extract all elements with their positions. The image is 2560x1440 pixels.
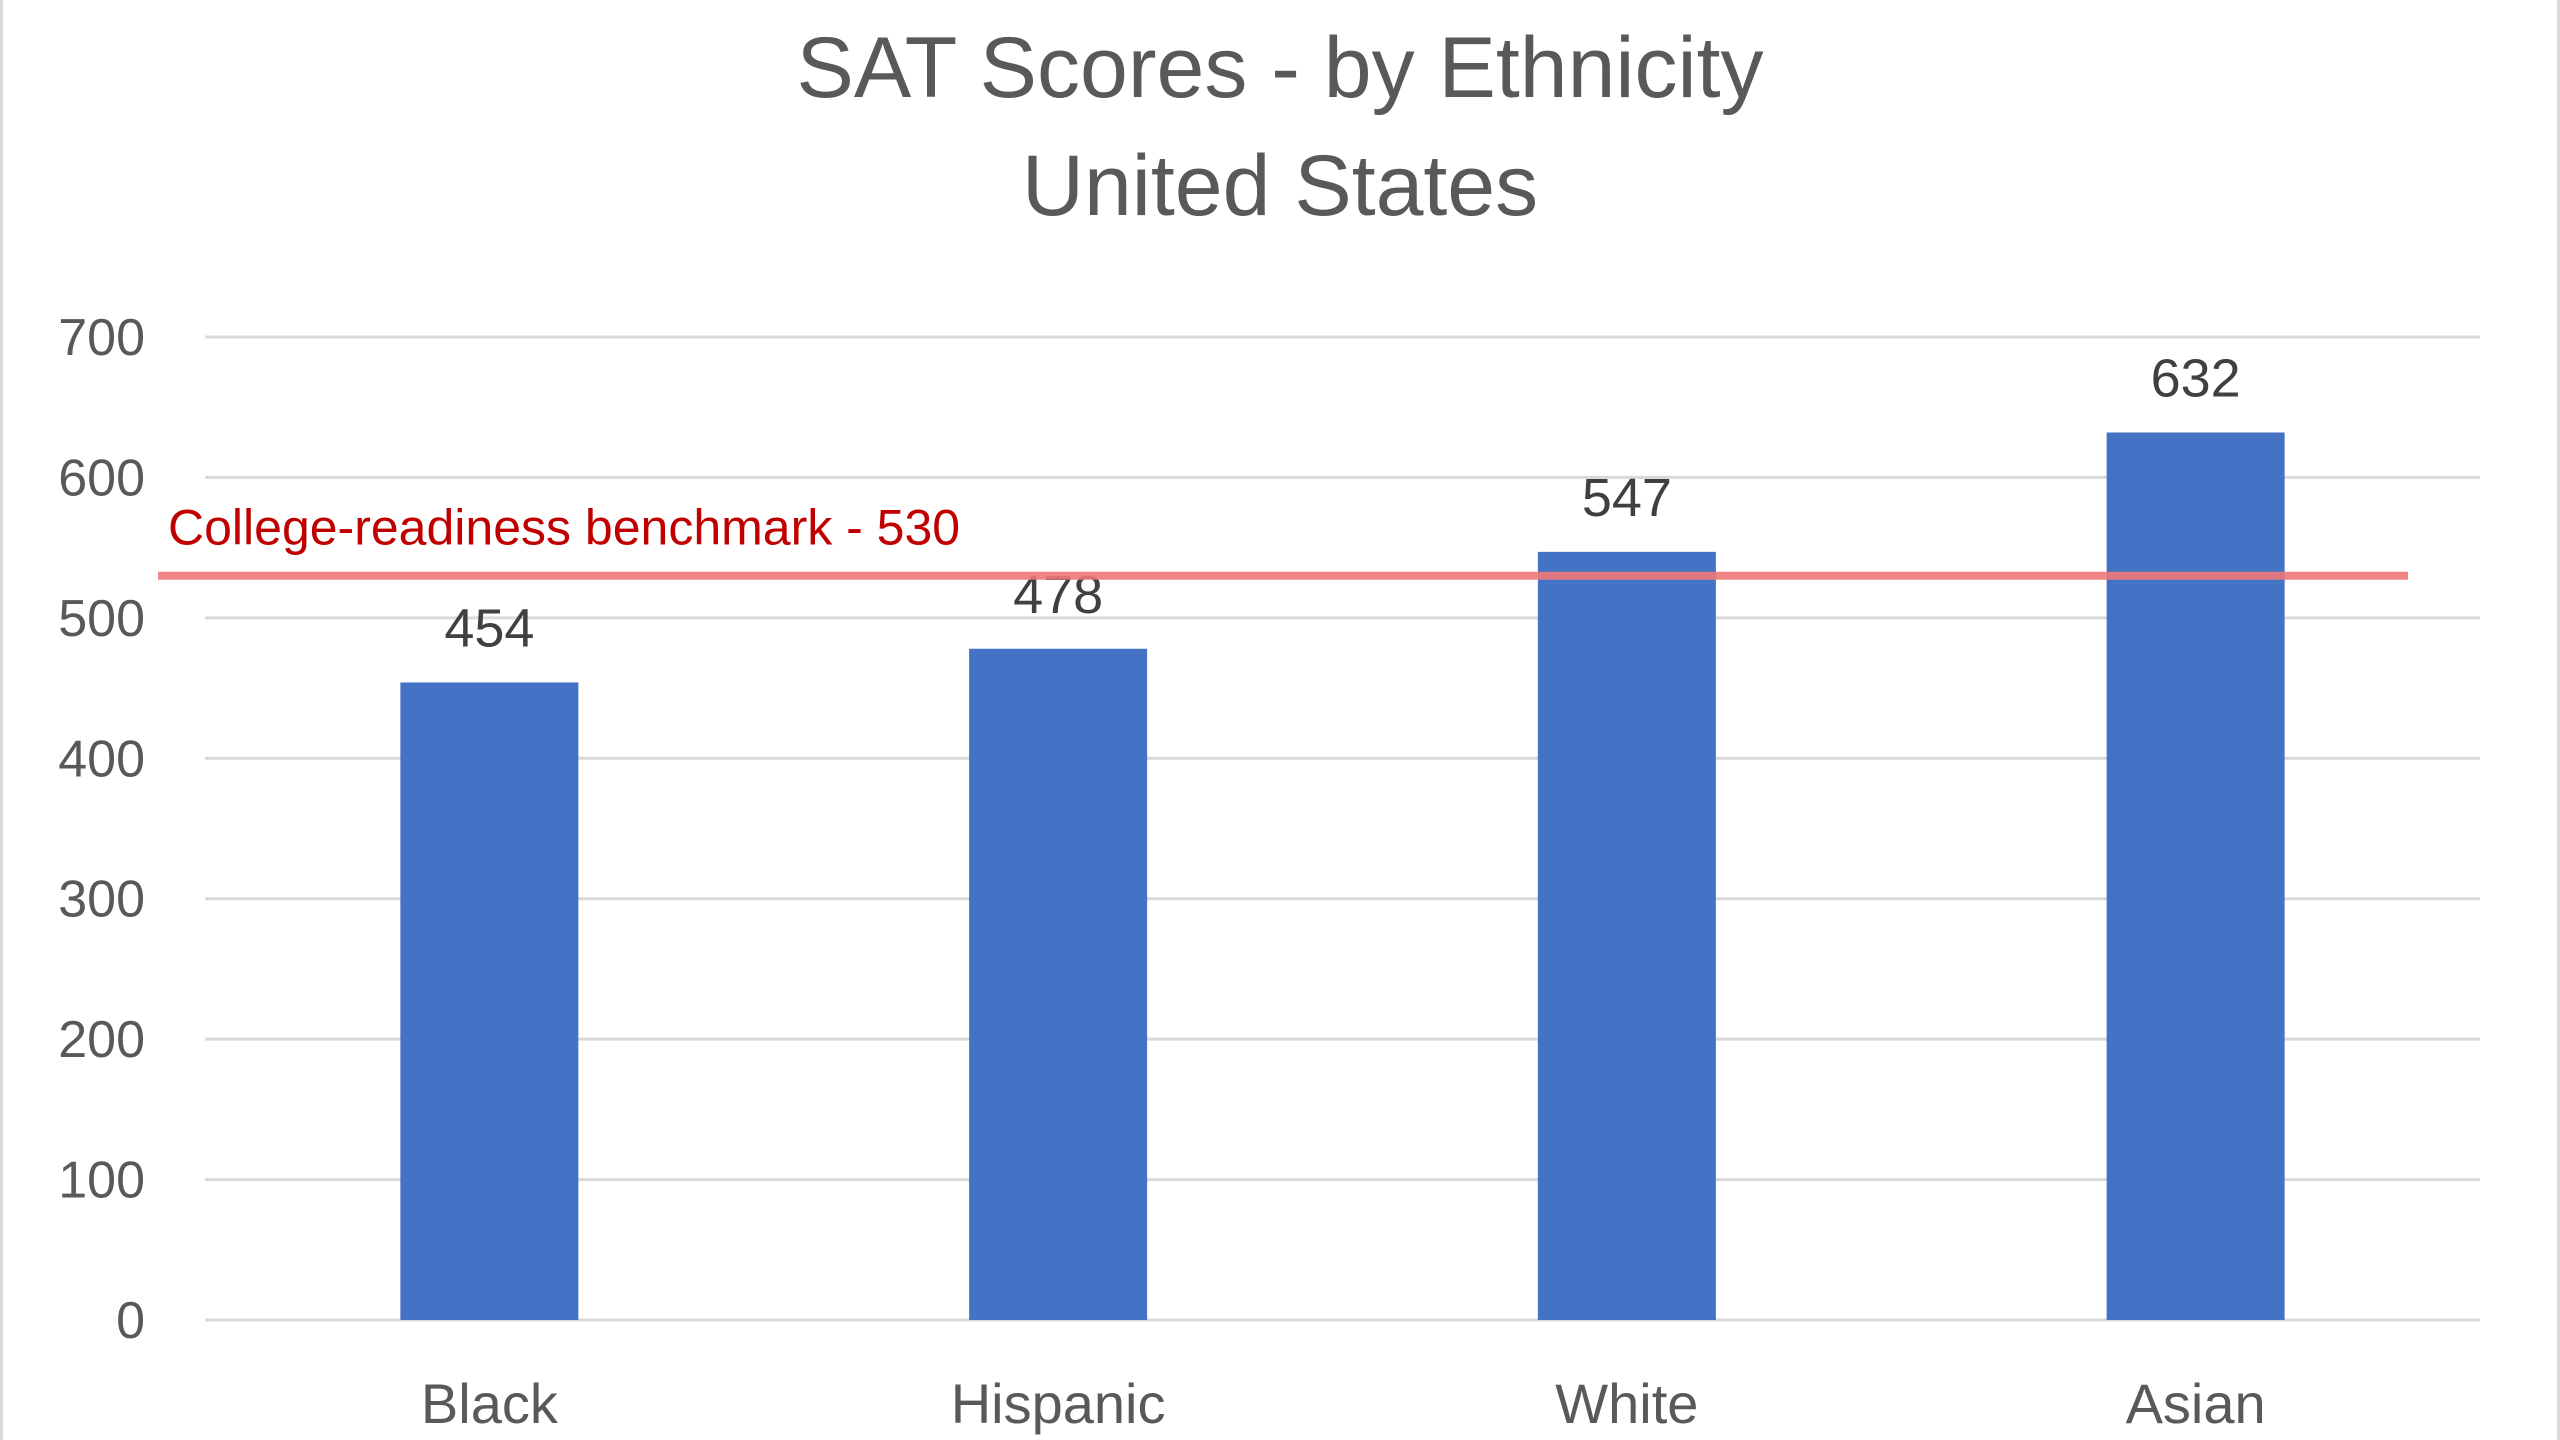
bar-asian: [2106, 432, 2285, 1320]
y-tick-label: 300: [58, 871, 145, 929]
x-tick-label: White: [1555, 1372, 1698, 1435]
bar-black: [400, 682, 579, 1320]
data-label: 547: [1582, 468, 1672, 528]
y-tick-label: 600: [58, 449, 145, 507]
data-label: 632: [2151, 348, 2241, 408]
bar-hispanic: [969, 648, 1148, 1320]
y-tick-label: 200: [58, 1011, 145, 1069]
y-tick-label: 100: [58, 1152, 145, 1210]
x-tick-label: Black: [421, 1372, 559, 1435]
chart-title: SAT Scores - by Ethnicity: [796, 20, 1764, 116]
x-tick-label: Hispanic: [951, 1372, 1166, 1435]
x-tick-label: Asian: [2126, 1372, 2266, 1435]
y-tick-label: 400: [58, 730, 145, 788]
y-tick-label: 700: [58, 309, 145, 367]
benchmark-label: College-readiness benchmark - 530: [168, 500, 960, 556]
chart-subtitle: United States: [1021, 138, 1539, 234]
bar-white: [1537, 551, 1716, 1320]
y-tick-label: 500: [58, 590, 145, 648]
y-tick-label: 0: [116, 1292, 145, 1350]
data-label: 454: [444, 598, 534, 658]
